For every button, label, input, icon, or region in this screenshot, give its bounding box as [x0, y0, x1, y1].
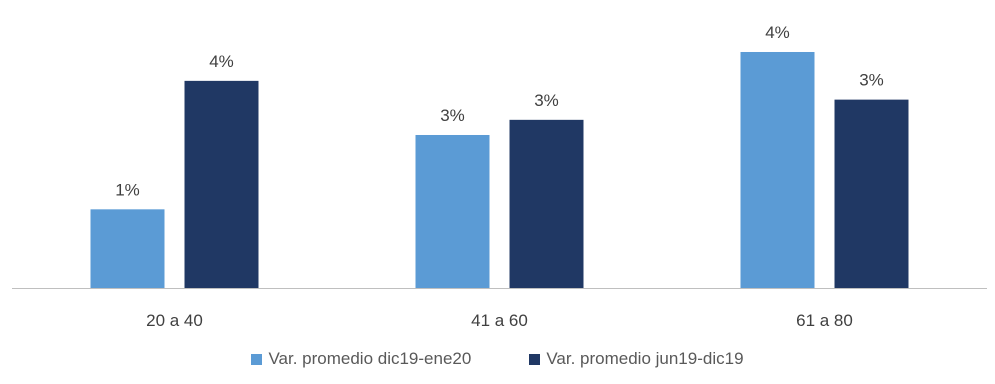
bar-series-1-41-a-60	[415, 134, 490, 288]
legend-item-series-1: Var. promedio dic19-ene20	[251, 349, 471, 369]
data-label-series-1-41-a-60: 3%	[440, 106, 465, 125]
legend-label-series-2: Var. promedio jun19-dic19	[546, 349, 744, 368]
bar-series-1-61-a-80	[740, 51, 815, 288]
legend-swatch-series-2	[529, 353, 541, 365]
data-label-series-2-41-a-60: 3%	[534, 91, 559, 110]
legend-swatch-series-1	[251, 353, 263, 365]
data-label-series-2-61-a-80: 3%	[859, 71, 884, 90]
data-label-series-1-61-a-80: 4%	[765, 23, 790, 42]
chart-legend: Var. promedio dic19-ene20 Var. promedio …	[0, 346, 995, 372]
bar-series-1-20-a-40	[90, 209, 165, 288]
legend-item-series-2: Var. promedio jun19-dic19	[529, 349, 744, 369]
legend-label-series-1: Var. promedio dic19-ene20	[268, 349, 472, 368]
x-tick-label-20-a-40: 20 a 40	[146, 311, 203, 330]
x-tick-label-61-a-80: 61 a 80	[796, 311, 853, 330]
data-label-series-1-20-a-40: 1%	[115, 180, 140, 199]
data-label-series-2-20-a-40: 4%	[209, 52, 234, 71]
bar-series-2-61-a-80	[834, 99, 909, 288]
bar-series-2-20-a-40	[184, 80, 259, 288]
x-tick-label-41-a-60: 41 a 60	[471, 311, 528, 330]
bar-series-2-41-a-60	[509, 119, 584, 289]
